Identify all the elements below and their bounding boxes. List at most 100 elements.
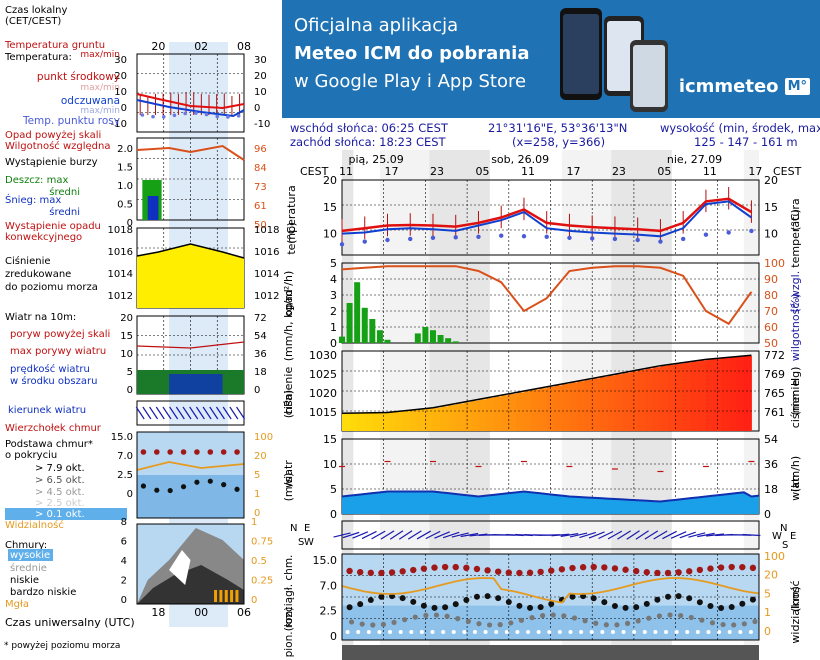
cloud-base-dot-mid <box>413 615 418 620</box>
temp-tick-left: 15 <box>323 201 337 214</box>
cloud-base-dot <box>591 595 597 601</box>
cloud-top-dot <box>707 565 713 571</box>
cloud-base-dot <box>506 599 512 605</box>
legend-wind-dir: kierunek wiatru <box>8 405 86 416</box>
cloud-base-dot-low <box>356 630 360 634</box>
cloud-base-dot-mid <box>445 614 450 619</box>
legend-rh-tick: 96 <box>254 144 267 155</box>
legend-cloudtop-dot <box>194 449 200 455</box>
cloud-base-dot-mid <box>699 618 704 623</box>
legend-local-time: (CET/CEST) <box>5 16 61 27</box>
legend-cloudbase-dot <box>141 483 146 488</box>
legend-max-gust: max porywy wiatru <box>10 346 106 357</box>
cloud-base-dot-low <box>420 630 424 634</box>
cloud-base-dot-mid <box>434 612 439 617</box>
dew-point-dot <box>385 238 389 242</box>
compass-letter: E <box>790 531 796 542</box>
pressure-fill <box>676 364 684 431</box>
dew-point-dot <box>408 237 412 241</box>
precip-tick: 2 <box>330 305 337 318</box>
legend-snow-mean: średni <box>49 206 80 218</box>
cloud-base-dot-low <box>653 630 657 634</box>
hour-tick: 17 <box>748 165 762 178</box>
cloud-base-dot <box>612 603 618 609</box>
precip-bar <box>445 338 451 343</box>
legend-dew-dot <box>141 113 145 117</box>
pressure-fill <box>721 358 729 431</box>
cloud-base-dot-low <box>728 630 732 634</box>
pressure-fill <box>365 413 373 431</box>
pressure-fill <box>448 405 456 431</box>
legend-dew-point: Temp. punktu rosy <box>22 115 120 127</box>
cloud-base-dot-low <box>622 630 626 634</box>
legend-temp-tick-right: -10 <box>254 119 270 130</box>
legend-pressure-tick-right: 1012 <box>254 291 279 302</box>
cloud-top-dot <box>474 566 480 572</box>
legend-clouds-tick-right: 0.75 <box>251 537 273 548</box>
pressure-fill <box>706 359 714 431</box>
legend-cloud-base: Podstawa chmur* <box>5 439 93 450</box>
cloud-base-dot <box>474 594 480 600</box>
cloud-axis-label: (km) <box>283 607 295 632</box>
visibility-tick: 5 <box>764 587 771 600</box>
legend-utc-tick: 18 <box>151 606 165 619</box>
cloud-base-dot-mid <box>540 613 545 618</box>
visibility-axis-label: widzialność <box>789 580 802 643</box>
pressure-fill <box>623 373 631 431</box>
wind-tick: 0 <box>330 508 337 521</box>
cloud-top-dot <box>431 564 437 570</box>
legend-fog: Mgła <box>5 599 29 610</box>
legend-cloudbase-dot <box>234 487 239 492</box>
precip-bar <box>430 330 436 343</box>
legend-wind-fill-night <box>169 374 223 394</box>
cloud-top-dot <box>697 567 703 573</box>
cloud-base-dot-mid <box>476 621 481 626</box>
legend-cloudtop-dot <box>167 449 173 455</box>
dew-point-dot <box>567 236 571 240</box>
precip-bar <box>384 340 390 343</box>
temp-tick-left: 10 <box>323 228 337 241</box>
precip-bar <box>453 341 459 343</box>
pressure-fill <box>668 365 676 431</box>
precip-axis-label: (mm/h, kg/m²/h) <box>282 271 295 362</box>
cloud-base-dot-low <box>643 630 647 634</box>
dew-point-dot <box>658 239 662 243</box>
legend-cloudbase-dot <box>181 484 186 489</box>
cloud-top-dot <box>739 564 745 570</box>
precip-bar <box>438 335 444 343</box>
cloud-base-dot-mid <box>551 612 556 617</box>
legend-wind-tick-right: 18 <box>254 367 267 378</box>
cloud-base-dot-low <box>526 630 530 634</box>
legend-clouds-tick-right: 0.5 <box>251 556 267 567</box>
cloud-top-dot <box>622 567 628 573</box>
legend-cloudtop-dot <box>207 449 213 455</box>
cloud-axis-label: pion. rozciągł. chm. <box>283 555 295 658</box>
legend-okt45: > 4.5 okt. <box>35 487 85 498</box>
pressure-fill <box>357 413 365 431</box>
cloud-base-dot-mid <box>455 616 460 621</box>
pressure-tick: 1030 <box>309 349 337 362</box>
cloud-tick: 0 <box>330 630 337 643</box>
cloud-base-dot-low <box>632 630 636 634</box>
cloud-base-dot-mid <box>370 622 375 627</box>
legend-cloudtop-dot <box>154 449 160 455</box>
legend-wind-tick: 5 <box>127 367 133 378</box>
legend-fog-bar <box>225 590 228 602</box>
legend-low: niskie <box>10 575 39 586</box>
precip-bar <box>347 303 353 343</box>
cloud-base-dot-low <box>388 630 392 634</box>
legend-wind-tick-right: 72 <box>254 313 267 324</box>
cloud-tick: 7.0 <box>320 579 338 592</box>
dew-point-dot <box>545 235 549 239</box>
pressure-fill <box>456 404 464 431</box>
cloud-top-dot <box>612 565 618 571</box>
legend-storm: Wystąpienie burzy <box>5 157 98 168</box>
legend-pressure-tick-right: 1014 <box>254 269 279 280</box>
legend-pressure-tick-right: 1016 <box>254 247 279 258</box>
cloud-base-dot <box>495 595 501 601</box>
cloud-base-dot-low <box>717 630 721 634</box>
legend-pressure-tick: 1016 <box>108 247 133 258</box>
hour-tick: 17 <box>566 165 580 178</box>
legend-temp-tick-right: 10 <box>254 87 267 98</box>
legend-clouds-tick-right: 1 <box>251 517 257 528</box>
